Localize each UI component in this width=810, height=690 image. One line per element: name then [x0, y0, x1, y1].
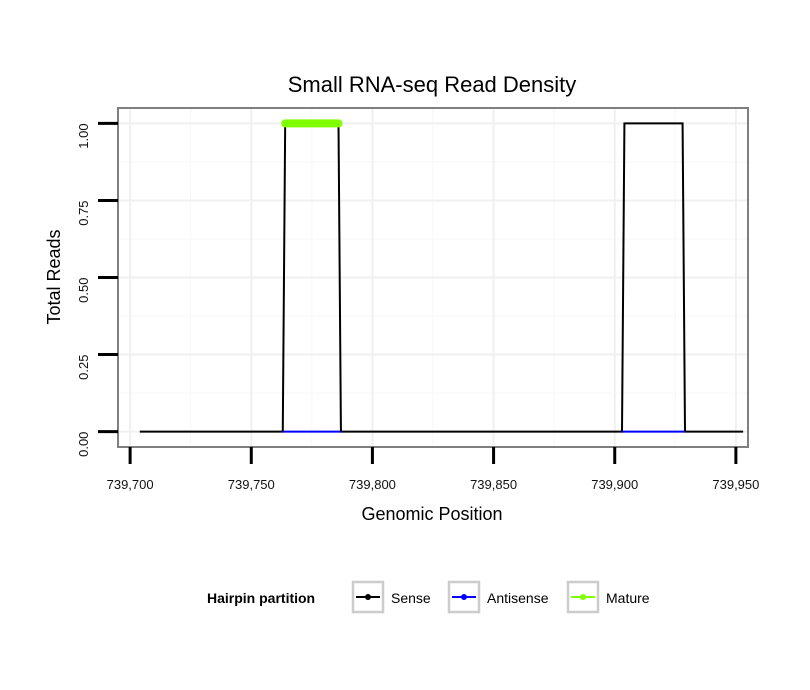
axes: 739,700 739,750 739,800 739,850 739,900 739,9…: [76, 121, 759, 492]
series-line-sense: [139, 122, 744, 433]
x-tick-label: 739,750: [228, 477, 275, 492]
x-tick-label: 739,800: [349, 477, 396, 492]
series-layer: [139, 119, 744, 433]
y-tick-label: 0.75: [76, 200, 91, 225]
legend-item-antisense: Antisense: [447, 580, 549, 614]
y-tick-label: 0.25: [76, 355, 91, 380]
y-tick-label: 0.50: [76, 278, 91, 303]
chart-title: Small RNA-seq Read Density: [288, 72, 577, 97]
y-axis-title: Total Reads: [44, 229, 64, 324]
legend-item-sense: Sense: [351, 580, 431, 614]
y-tick-label: 1.00: [76, 123, 91, 148]
y-tick-label: 0.00: [76, 432, 91, 457]
legend-label-mature: Mature: [606, 590, 650, 606]
x-tick-label: 739,950: [712, 477, 759, 492]
x-tick-label: 739,850: [470, 477, 517, 492]
legend-dot-mature: [580, 594, 586, 600]
x-axis-title: Genomic Position: [361, 504, 502, 524]
legend-dot-antisense: [461, 594, 467, 600]
legend: Hairpin partition Sense Antisense Mature: [207, 580, 650, 614]
legend-title: Hairpin partition: [207, 590, 315, 606]
legend-label-antisense: Antisense: [487, 590, 549, 606]
legend-item-mature: Mature: [566, 580, 650, 614]
legend-label-sense: Sense: [391, 590, 431, 606]
legend-dot-sense: [365, 594, 371, 600]
x-tick-label: 739,900: [591, 477, 638, 492]
x-tick-label: 739,700: [107, 477, 154, 492]
